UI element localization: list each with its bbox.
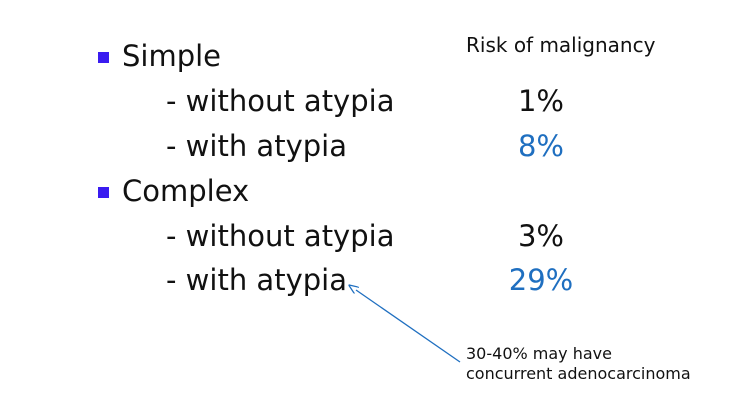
row-label-complex-with-atypia: - with atypia xyxy=(166,263,347,297)
group-label-complex: Complex xyxy=(122,174,250,208)
risk-column-header: Risk of malignancy xyxy=(466,33,656,57)
annotation-note-line-2: concurrent adenocarcinoma xyxy=(466,364,691,383)
annotation-note-line-1: 30-40% may have xyxy=(466,344,612,363)
row-label-simple-with-atypia: - with atypia xyxy=(166,129,347,163)
square-bullet-icon xyxy=(98,52,109,63)
risk-value-simple-without-atypia: 1% xyxy=(517,84,564,118)
risk-value-simple-with-atypia: 8% xyxy=(517,129,564,163)
square-bullet-icon xyxy=(98,187,109,198)
risk-value-complex-without-atypia: 3% xyxy=(517,219,564,253)
row-label-complex-without-atypia: - without atypia xyxy=(166,219,395,253)
group-label-simple: Simple xyxy=(122,39,222,73)
risk-value-complex-with-atypia: 29% xyxy=(508,263,574,297)
row-label-simple-without-atypia: - without atypia xyxy=(166,84,395,118)
